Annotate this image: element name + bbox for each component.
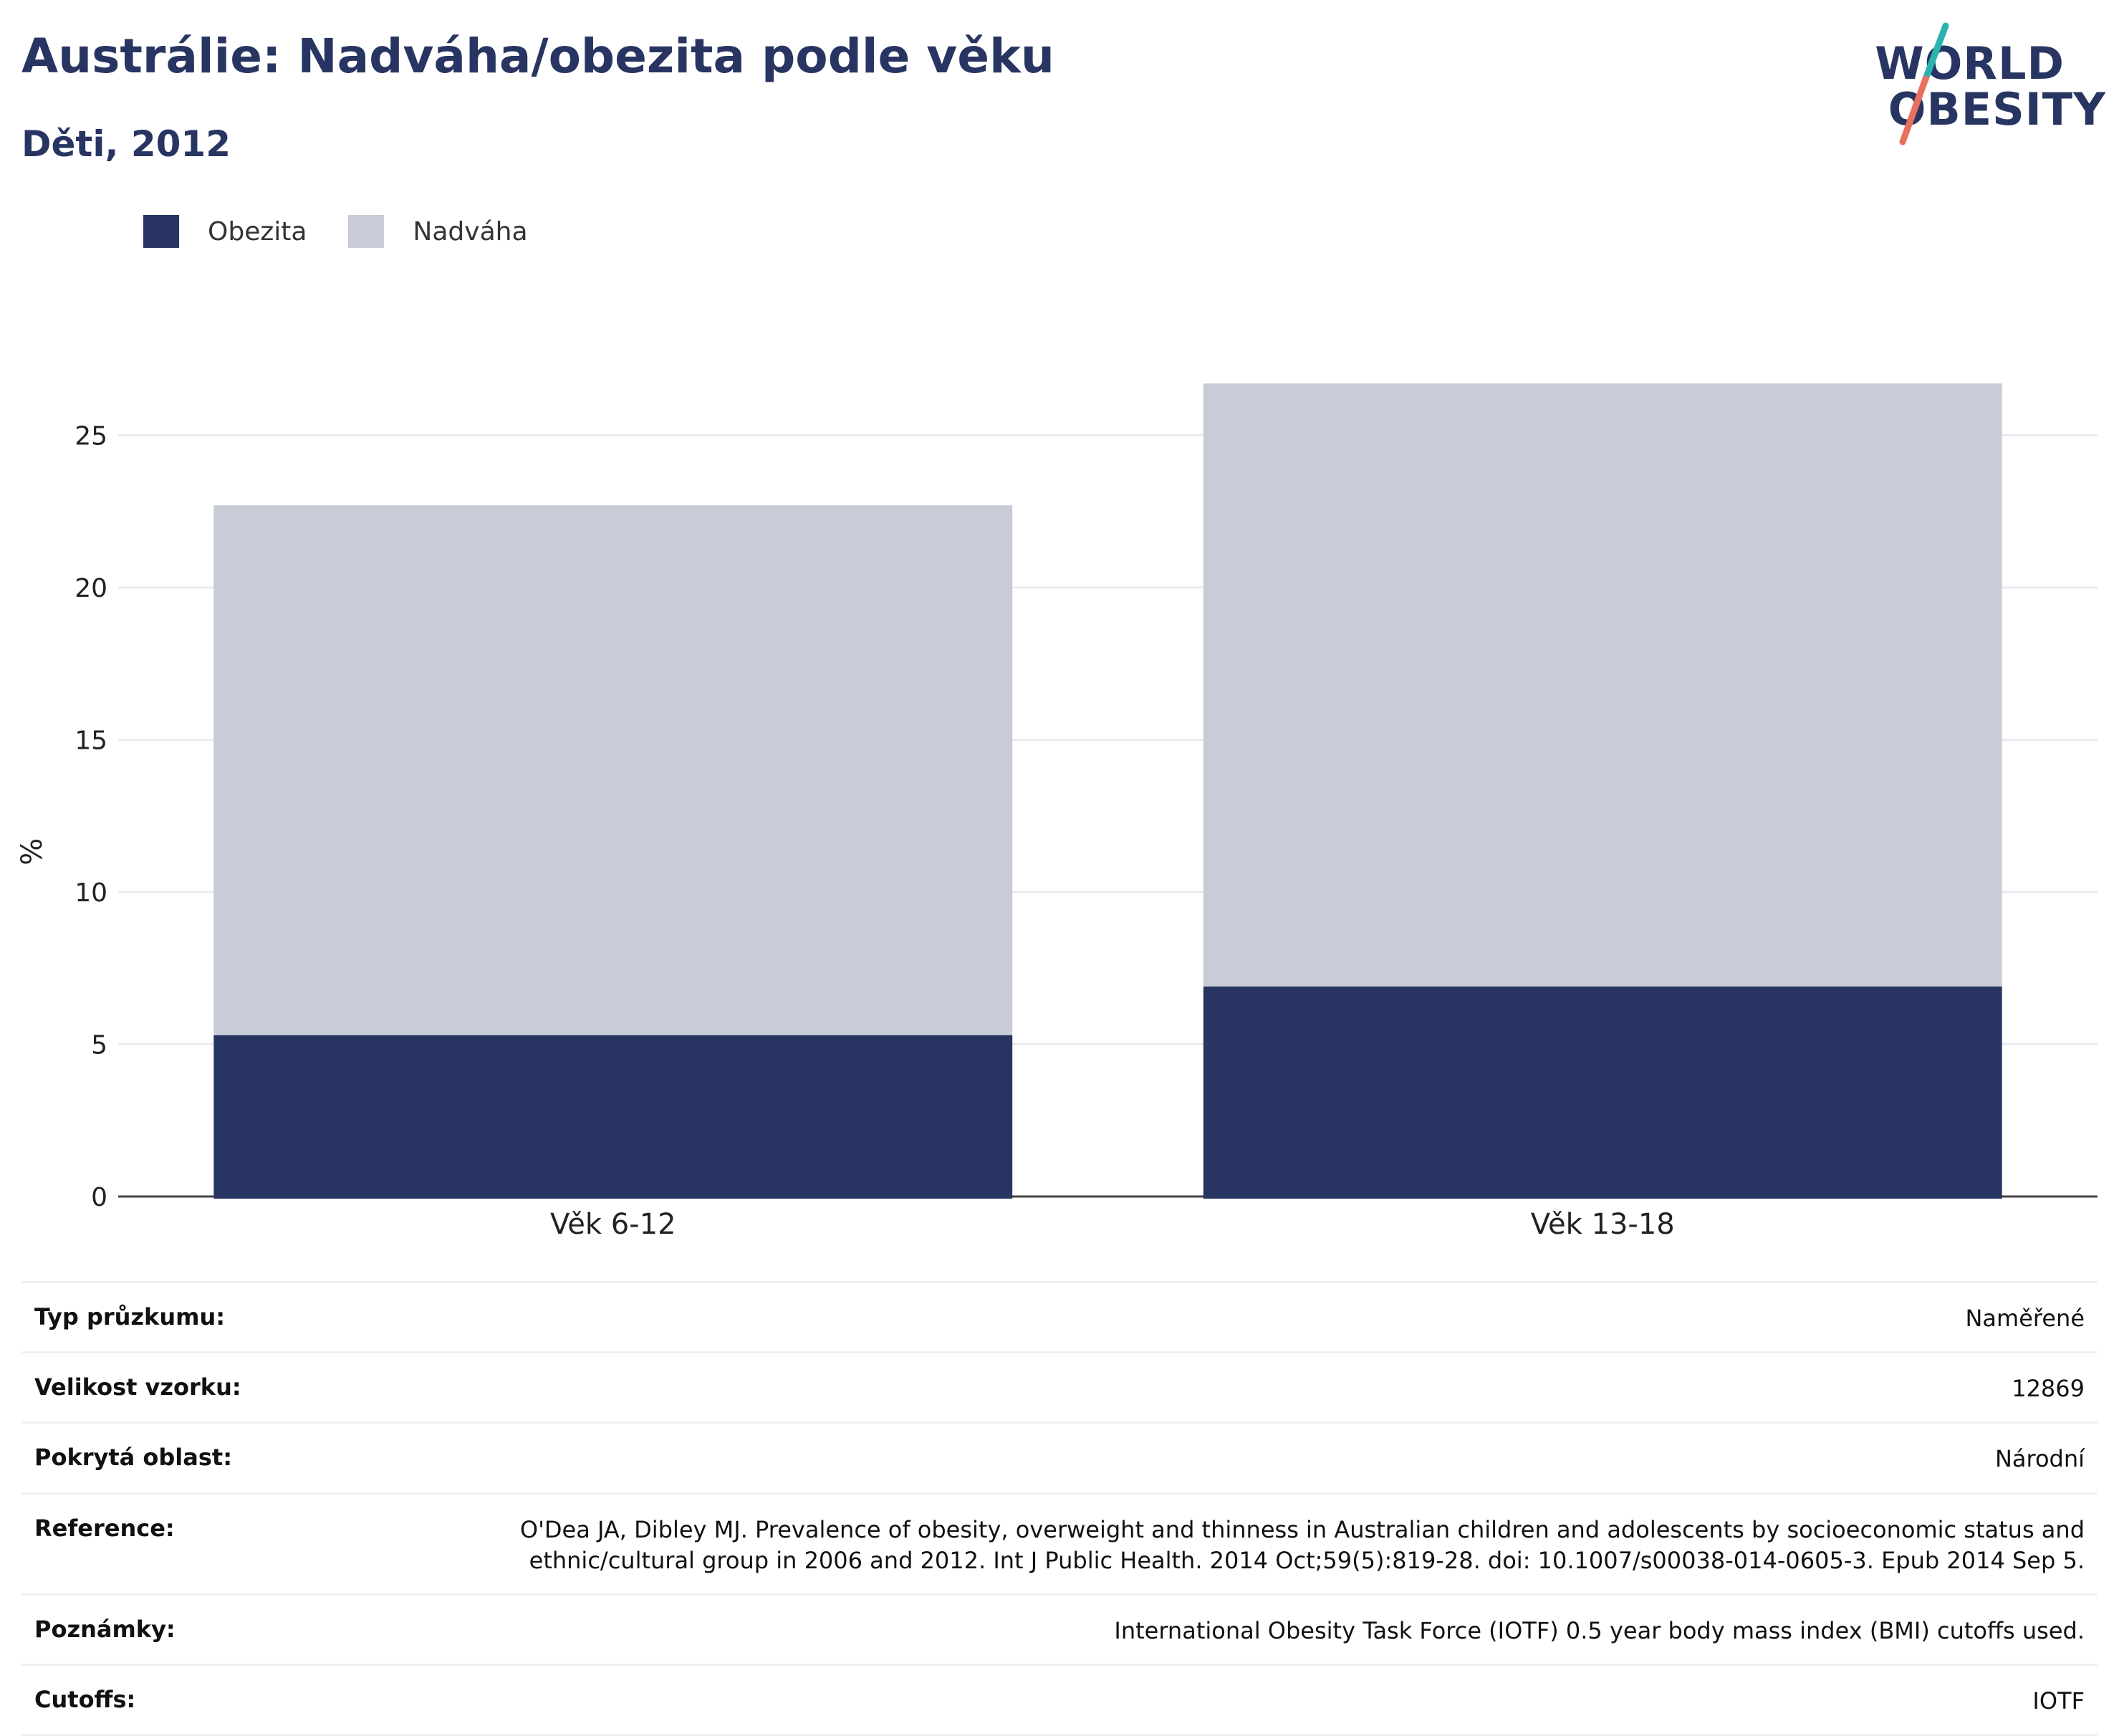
info-label: Velikost vzorku:: [34, 1373, 241, 1401]
y-tick-label: 15: [75, 726, 107, 756]
bar-obezita: [1203, 986, 2002, 1199]
info-value: O'Dea JA, Dibley MJ. Prevalence of obesi…: [519, 1515, 2085, 1574]
chart-title: Austrálie: Nadváha/obezita podle věku: [21, 29, 1054, 84]
legend-label-nadvaha: Nadváha: [413, 216, 528, 246]
bar-obezita: [213, 1035, 1013, 1199]
info-label: Reference:: [34, 1514, 175, 1542]
info-value: 12869: [2012, 1375, 2085, 1403]
bar-chart: 0 5 10 15 20 25 Věk 6-12 Věk 13-18 %: [16, 383, 2098, 1241]
legend-item-obezita[interactable]: Obezita: [143, 215, 307, 248]
y-tick-label: 20: [75, 574, 107, 603]
chart-subtitle: Děti, 2012: [21, 123, 231, 165]
info-row-sample-size: Velikost vzorku: 12869: [21, 1353, 2098, 1424]
y-tick-label: 5: [91, 1031, 107, 1060]
info-row-reference: Reference: O'Dea JA, Dibley MJ. Prevalen…: [21, 1495, 2098, 1596]
y-tick-label: 10: [75, 878, 107, 908]
info-label: Typ průzkumu:: [34, 1303, 226, 1330]
info-row-notes: Poznámky: International Obesity Task For…: [21, 1596, 2098, 1667]
info-label: Pokrytá oblast:: [34, 1444, 232, 1472]
y-tick-label: 0: [91, 1183, 107, 1212]
y-tick-label: 25: [75, 422, 107, 451]
logo-text-world: WORLD: [1875, 37, 2065, 90]
info-value: IOTF: [2032, 1687, 2085, 1715]
x-category-label: Věk 6-12: [550, 1208, 676, 1241]
bar-nadvaha: [1203, 383, 2002, 987]
survey-info-table: Typ průzkumu: Naměřené Velikost vzorku: …: [21, 1281, 2098, 1736]
info-row-survey-type: Typ průzkumu: Naměřené: [21, 1283, 2098, 1354]
logo-text-obesity: OBESITY: [1888, 83, 2106, 135]
info-value: Národní: [1994, 1445, 2085, 1473]
x-category-label: Věk 13-18: [1531, 1208, 1675, 1241]
info-row-cutoffs: Cutoffs: IOTF: [21, 1666, 2098, 1736]
info-label: Poznámky:: [34, 1615, 176, 1643]
info-value: International Obesity Task Force (IOTF) …: [1114, 1616, 2085, 1644]
info-value: Naměřené: [1965, 1305, 2085, 1332]
legend-swatch-obezita: [143, 215, 179, 248]
world-obesity-logo: WORLD OBESITY: [1863, 21, 2106, 150]
bar-nadvaha: [213, 505, 1013, 1035]
y-axis-title: %: [16, 838, 49, 865]
info-label: Cutoffs:: [34, 1686, 136, 1714]
legend-label-obezita: Obezita: [208, 216, 307, 246]
chart-legend: Obezita Nadváha: [143, 215, 570, 248]
legend-swatch-nadvaha: [348, 215, 385, 248]
legend-item-nadvaha[interactable]: Nadváha: [348, 215, 528, 248]
logo-slash-icon: [1899, 22, 1949, 145]
info-row-area: Pokrytá oblast: Národní: [21, 1424, 2098, 1495]
